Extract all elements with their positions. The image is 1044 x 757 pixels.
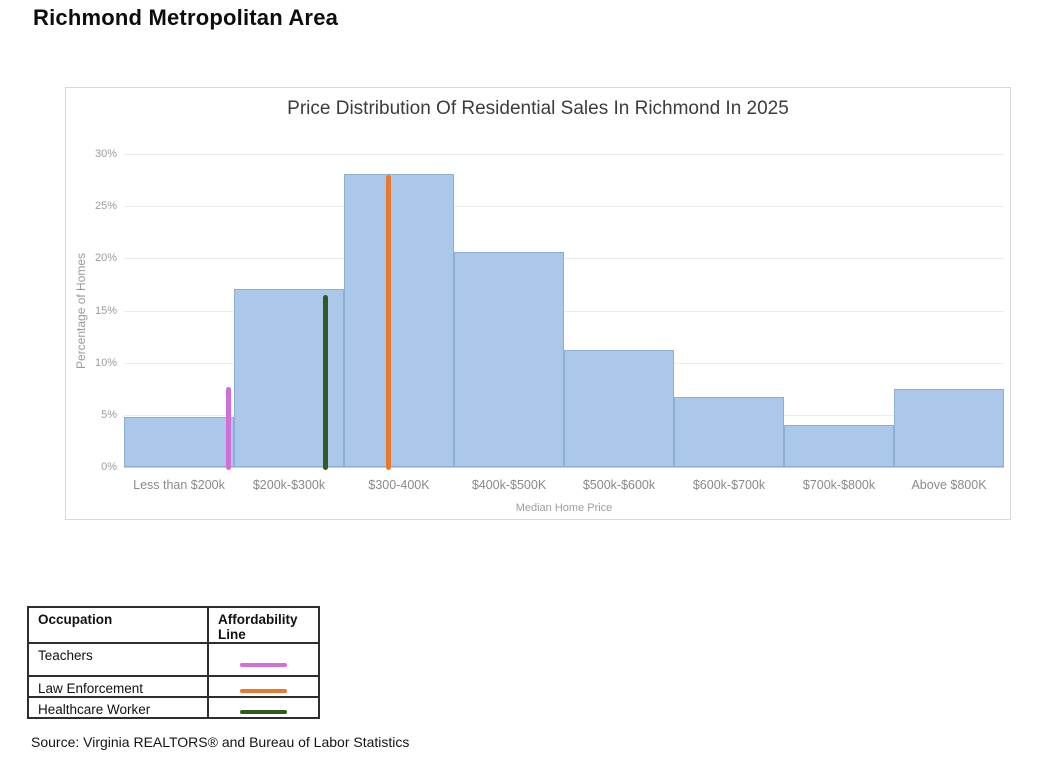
page-title: Richmond Metropolitan Area — [33, 5, 339, 30]
gridline — [124, 467, 1004, 468]
legend-row-teachers: Teachers — [27, 642, 320, 677]
legend-label-teachers: Teachers — [27, 642, 209, 677]
teachers-line-swatch — [240, 662, 287, 667]
x-tick-labels: Less than $200k $200k-$300k $300-400K $400k… — [124, 478, 1004, 492]
legend-table: Occupation Affordability Line Teachers L… — [27, 606, 320, 719]
gridline — [124, 310, 1004, 312]
x-axis-title: Median Home Price — [515, 502, 613, 514]
chart-card: Price Distribution Of Residential Sales … — [65, 87, 1011, 520]
x-tick-label: $300-400K — [368, 478, 430, 492]
legend-header-occupation: Occupation — [27, 606, 209, 644]
gridline — [124, 206, 1004, 208]
histogram-bar-3 — [344, 173, 454, 467]
histogram-bar-1 — [124, 416, 234, 467]
legend-row-law-enforcement: Law Enforcement — [27, 675, 320, 698]
histogram-bar-5 — [564, 350, 674, 467]
gridline — [124, 258, 1004, 260]
affordability-line-law-enforcement — [385, 174, 391, 470]
histogram-bar-8 — [894, 388, 1004, 467]
x-tick-label: Less than $200k — [133, 478, 225, 492]
x-tick-label: $200k-$300k — [252, 478, 326, 492]
y-tick-label: 10% — [94, 356, 117, 369]
x-tick-label: $400k-$500K — [471, 478, 547, 492]
x-tick-label: $600k-$700k — [692, 478, 766, 492]
x-tick-label: Above $800K — [911, 478, 987, 492]
healthcare-worker-line-swatch — [240, 709, 287, 714]
legend-label-healthcare-worker: Healthcare Worker — [27, 696, 209, 719]
legend-header-row: Occupation Affordability Line — [27, 606, 320, 644]
legend-header-affordability-line: Affordability Line — [207, 606, 320, 644]
gridline — [124, 154, 1004, 155]
histogram-bar-7 — [784, 425, 894, 467]
y-tick-labels: 30% 25% 20% 15% 10% 5% 0% — [66, 148, 120, 473]
histogram-bar-6 — [674, 397, 784, 467]
y-tick-label: 30% — [94, 148, 117, 160]
y-tick-label: 5% — [101, 408, 117, 421]
plot-area — [124, 154, 1004, 470]
x-tick-label: $500k-$600k — [582, 478, 656, 492]
x-tick-label: $700k-$800k — [802, 478, 876, 492]
affordability-line-healthcare-worker — [322, 294, 328, 470]
histogram-bar-4 — [454, 252, 564, 467]
chart-title: Price Distribution Of Residential Sales … — [287, 98, 789, 119]
y-tick-label: 0% — [101, 461, 117, 473]
y-tick-label: 20% — [94, 252, 117, 265]
legend-row-healthcare-worker: Healthcare Worker — [27, 696, 320, 719]
y-tick-label: 25% — [94, 200, 117, 213]
source-note: Source: Virginia REALTORS® and Bureau of… — [31, 734, 410, 750]
affordability-line-teachers — [226, 386, 231, 470]
legend-label-law-enforcement: Law Enforcement — [27, 675, 209, 698]
y-tick-label: 15% — [94, 304, 117, 317]
law-enforcement-line-swatch — [240, 688, 287, 693]
